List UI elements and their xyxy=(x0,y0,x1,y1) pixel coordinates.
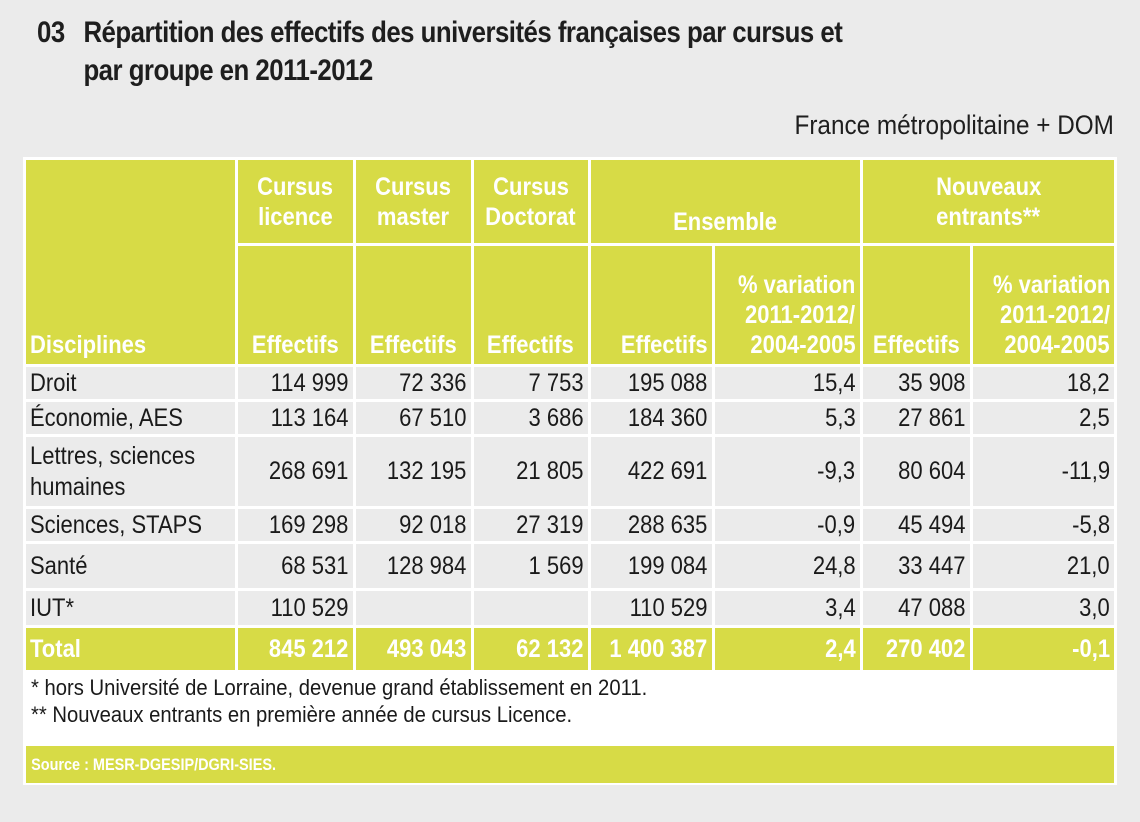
cell-nouveaux-variation: 18,2 xyxy=(972,364,1114,399)
source-bar: Source : MESR-DGESIP/DGRI-SIES. xyxy=(26,746,1114,783)
header-row-groups: Disciplines Cursus licence Cursus master C… xyxy=(26,160,1114,359)
col-header-effectifs-master: Effectifs xyxy=(355,243,471,364)
table-row: Économie, AES 113 164 67 510 3 686 184 360 5,… xyxy=(26,399,1114,434)
cell-doctorat: 7 753 xyxy=(473,364,588,399)
cell-licence: 114 999 xyxy=(237,364,353,399)
data-table: Disciplines Cursus licence Cursus master C… xyxy=(23,160,1117,670)
cell-ensemble-variation: 5,3 xyxy=(714,399,860,434)
cell-ensemble-variation: -9,3 xyxy=(714,434,860,506)
cell-ensemble-variation: -0,9 xyxy=(714,506,860,541)
cell-doctorat: 27 319 xyxy=(473,506,588,541)
cell-master: 132 195 xyxy=(355,434,471,506)
cell-ensemble: 110 529 xyxy=(590,588,712,625)
cell-master xyxy=(355,588,471,625)
col-header-cursus-master: Cursus master xyxy=(375,172,452,231)
col-header-nouveaux-entrants: Nouveaux entrants** xyxy=(935,172,1041,231)
cell-nouveaux: 35 908 xyxy=(862,364,970,399)
cell-nouveaux-variation: -5,8 xyxy=(972,506,1114,541)
cell-doctorat xyxy=(473,588,588,625)
cell-nouveaux-variation: 2,5 xyxy=(972,399,1114,434)
col-header-disciplines: Disciplines xyxy=(30,331,147,359)
cell-master: 128 984 xyxy=(355,541,471,588)
cell-nouveaux-variation: -11,9 xyxy=(972,434,1114,506)
cell-discipline: Droit xyxy=(26,364,235,399)
cell-discipline: Sciences, STAPS xyxy=(26,506,235,541)
col-header-cursus-licence: Cursus licence xyxy=(257,172,334,231)
footnotes: * hors Université de Lorraine, devenue g… xyxy=(31,674,647,728)
cell-discipline: Lettres, sciences humaines xyxy=(26,434,235,506)
cell-doctorat: 21 805 xyxy=(473,434,588,506)
cell-ensemble: 1 400 387 xyxy=(590,625,712,670)
cell-nouveaux: 27 861 xyxy=(862,399,970,434)
title-line-2: par groupe en 2011-2012 xyxy=(83,54,373,87)
cell-nouveaux-variation: 21,0 xyxy=(972,541,1114,588)
col-header-cursus-doctorat: Cursus Doctorat xyxy=(485,172,576,231)
cell-nouveaux-variation: 3,0 xyxy=(972,588,1114,625)
footnote-1: * hors Université de Lorraine, devenue g… xyxy=(31,675,648,700)
col-header-effectifs-nouveaux: Effectifs xyxy=(862,243,970,364)
cell-licence: 113 164 xyxy=(237,399,353,434)
cell-licence: 110 529 xyxy=(237,588,353,625)
cell-doctorat: 1 569 xyxy=(473,541,588,588)
cell-nouveaux-variation: -0,1 xyxy=(972,625,1114,670)
col-header-effectifs-doctorat: Effectifs xyxy=(473,243,588,364)
col-header-variation-nouveaux: % variation 2011-2012/2004-2005 xyxy=(972,243,1114,364)
cell-licence: 268 691 xyxy=(237,434,353,506)
cell-ensemble: 422 691 xyxy=(590,434,712,506)
figure-title: 03 Répartition des effectifs des universi… xyxy=(37,14,949,90)
col-header-ensemble: Ensemble xyxy=(673,208,778,236)
footnote-2: ** Nouveaux entrants en première année d… xyxy=(31,702,573,727)
cell-ensemble-variation: 3,4 xyxy=(714,588,860,625)
cell-master: 92 018 xyxy=(355,506,471,541)
cell-doctorat: 3 686 xyxy=(473,399,588,434)
cell-ensemble-variation: 24,8 xyxy=(714,541,860,588)
col-header-variation-ensemble: % variation 2011-2012/2004-2005 xyxy=(714,243,860,364)
cell-nouveaux: 47 088 xyxy=(862,588,970,625)
cell-ensemble-variation: 15,4 xyxy=(714,364,860,399)
cell-ensemble: 184 360 xyxy=(590,399,712,434)
cell-discipline: Économie, AES xyxy=(26,399,235,434)
cell-nouveaux: 45 494 xyxy=(862,506,970,541)
cell-licence: 169 298 xyxy=(237,506,353,541)
cell-nouveaux: 270 402 xyxy=(862,625,970,670)
table-row: Lettres, sciences humaines 268 691 132 195… xyxy=(26,434,1114,506)
cell-ensemble-variation: 2,4 xyxy=(714,625,860,670)
source-text: Source : MESR-DGESIP/DGRI-SIES. xyxy=(31,755,276,774)
cell-ensemble: 199 084 xyxy=(590,541,712,588)
geographic-scope: France métropolitaine + DOM xyxy=(794,110,1114,140)
table-row: Droit 114 999 72 336 7 753 195 088 15,4 35 908… xyxy=(26,364,1114,399)
col-header-effectifs-licence: Effectifs xyxy=(237,243,353,364)
cell-discipline: Santé xyxy=(26,541,235,588)
table-row: IUT* 110 529 110 529 3,4 47 088 3,0 xyxy=(26,588,1114,625)
table-panel: Disciplines Cursus licence Cursus master C… xyxy=(23,157,1117,785)
total-row: Total 845 212 493 043 62 132 1 400 387 2… xyxy=(26,625,1114,670)
cell-nouveaux: 33 447 xyxy=(862,541,970,588)
table-row: Santé 68 531 128 984 1 569 199 084 24,8 33 447… xyxy=(26,541,1114,588)
cell-licence: 845 212 xyxy=(237,625,353,670)
title-line-1: Répartition des effectifs des université… xyxy=(83,16,843,49)
table-row: Sciences, STAPS 169 298 92 018 27 319 288 63… xyxy=(26,506,1114,541)
cell-master: 72 336 xyxy=(355,364,471,399)
cell-discipline: Total xyxy=(26,625,235,670)
cell-licence: 68 531 xyxy=(237,541,353,588)
figure-number: 03 xyxy=(37,16,65,49)
col-header-effectifs-ensemble: Effectifs xyxy=(590,243,712,364)
cell-discipline: IUT* xyxy=(26,588,235,625)
cell-doctorat: 62 132 xyxy=(473,625,588,670)
cell-nouveaux: 80 604 xyxy=(862,434,970,506)
cell-ensemble: 288 635 xyxy=(590,506,712,541)
cell-ensemble: 195 088 xyxy=(590,364,712,399)
cell-master: 67 510 xyxy=(355,399,471,434)
cell-master: 493 043 xyxy=(355,625,471,670)
